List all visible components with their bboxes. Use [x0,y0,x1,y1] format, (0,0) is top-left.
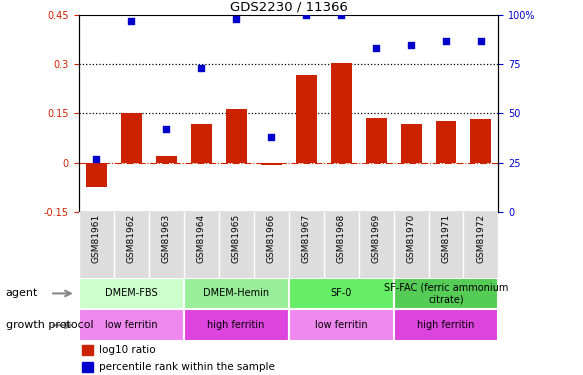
Bar [359,212,394,278]
Text: high ferritin: high ferritin [208,320,265,330]
Text: GSM81961: GSM81961 [92,214,101,263]
Bar [149,212,184,278]
Text: GSM81966: GSM81966 [266,214,276,263]
Text: high ferritin: high ferritin [417,320,475,330]
Point [476,38,486,44]
Bar [191,124,212,163]
Text: GSM81969: GSM81969 [371,214,381,263]
Bar [219,212,254,278]
Bar [79,212,114,278]
Text: GSM81964: GSM81964 [196,214,206,263]
Bar [463,212,498,278]
Bar [394,278,498,309]
Bar [436,121,456,163]
Bar [86,163,107,187]
Text: GSM81965: GSM81965 [231,214,241,263]
Bar [226,109,247,163]
Text: low ferritin: low ferritin [315,320,367,330]
Title: GDS2230 / 11366: GDS2230 / 11366 [230,1,347,14]
Bar [121,113,142,163]
Point [161,126,171,132]
Bar [289,212,324,278]
Text: GSM81967: GSM81967 [301,214,311,263]
Bar [394,212,429,278]
Point [336,12,346,18]
Bar [114,212,149,278]
Bar [324,212,359,278]
Bar [82,345,93,355]
Text: low ferritin: low ferritin [105,320,157,330]
Bar [79,309,184,341]
Point [231,16,241,22]
Text: agent: agent [6,288,38,298]
Text: log10 ratio: log10 ratio [99,345,156,355]
Point [441,38,451,44]
Text: GSM81970: GSM81970 [406,214,416,263]
Text: GSM81963: GSM81963 [161,214,171,263]
Point [406,42,416,48]
Point [371,45,381,51]
Bar [184,278,289,309]
Text: GSM81971: GSM81971 [441,214,451,263]
Bar [184,212,219,278]
Bar [401,124,422,163]
Text: GSM81968: GSM81968 [336,214,346,263]
Text: SF-FAC (ferric ammonium
citrate): SF-FAC (ferric ammonium citrate) [384,283,508,304]
Bar [289,309,394,341]
Bar [296,75,317,163]
Bar [82,362,93,372]
Bar [366,118,387,163]
Bar [331,63,352,163]
Bar [429,212,463,278]
Bar [79,278,184,309]
Point [266,134,276,140]
Point [301,12,311,18]
Bar [394,309,498,341]
Text: GSM81972: GSM81972 [476,214,486,263]
Bar [261,163,282,165]
Text: DMEM-FBS: DMEM-FBS [105,288,157,298]
Text: DMEM-Hemin: DMEM-Hemin [203,288,269,298]
Bar [289,278,394,309]
Point [196,65,206,71]
Point [92,156,101,162]
Bar [184,309,289,341]
Text: growth protocol: growth protocol [6,320,93,330]
Bar [254,212,289,278]
Point [127,18,136,24]
Text: GSM81962: GSM81962 [127,214,136,263]
Text: SF-0: SF-0 [331,288,352,298]
Text: percentile rank within the sample: percentile rank within the sample [99,362,275,372]
Bar [156,156,177,163]
Bar [470,119,491,163]
